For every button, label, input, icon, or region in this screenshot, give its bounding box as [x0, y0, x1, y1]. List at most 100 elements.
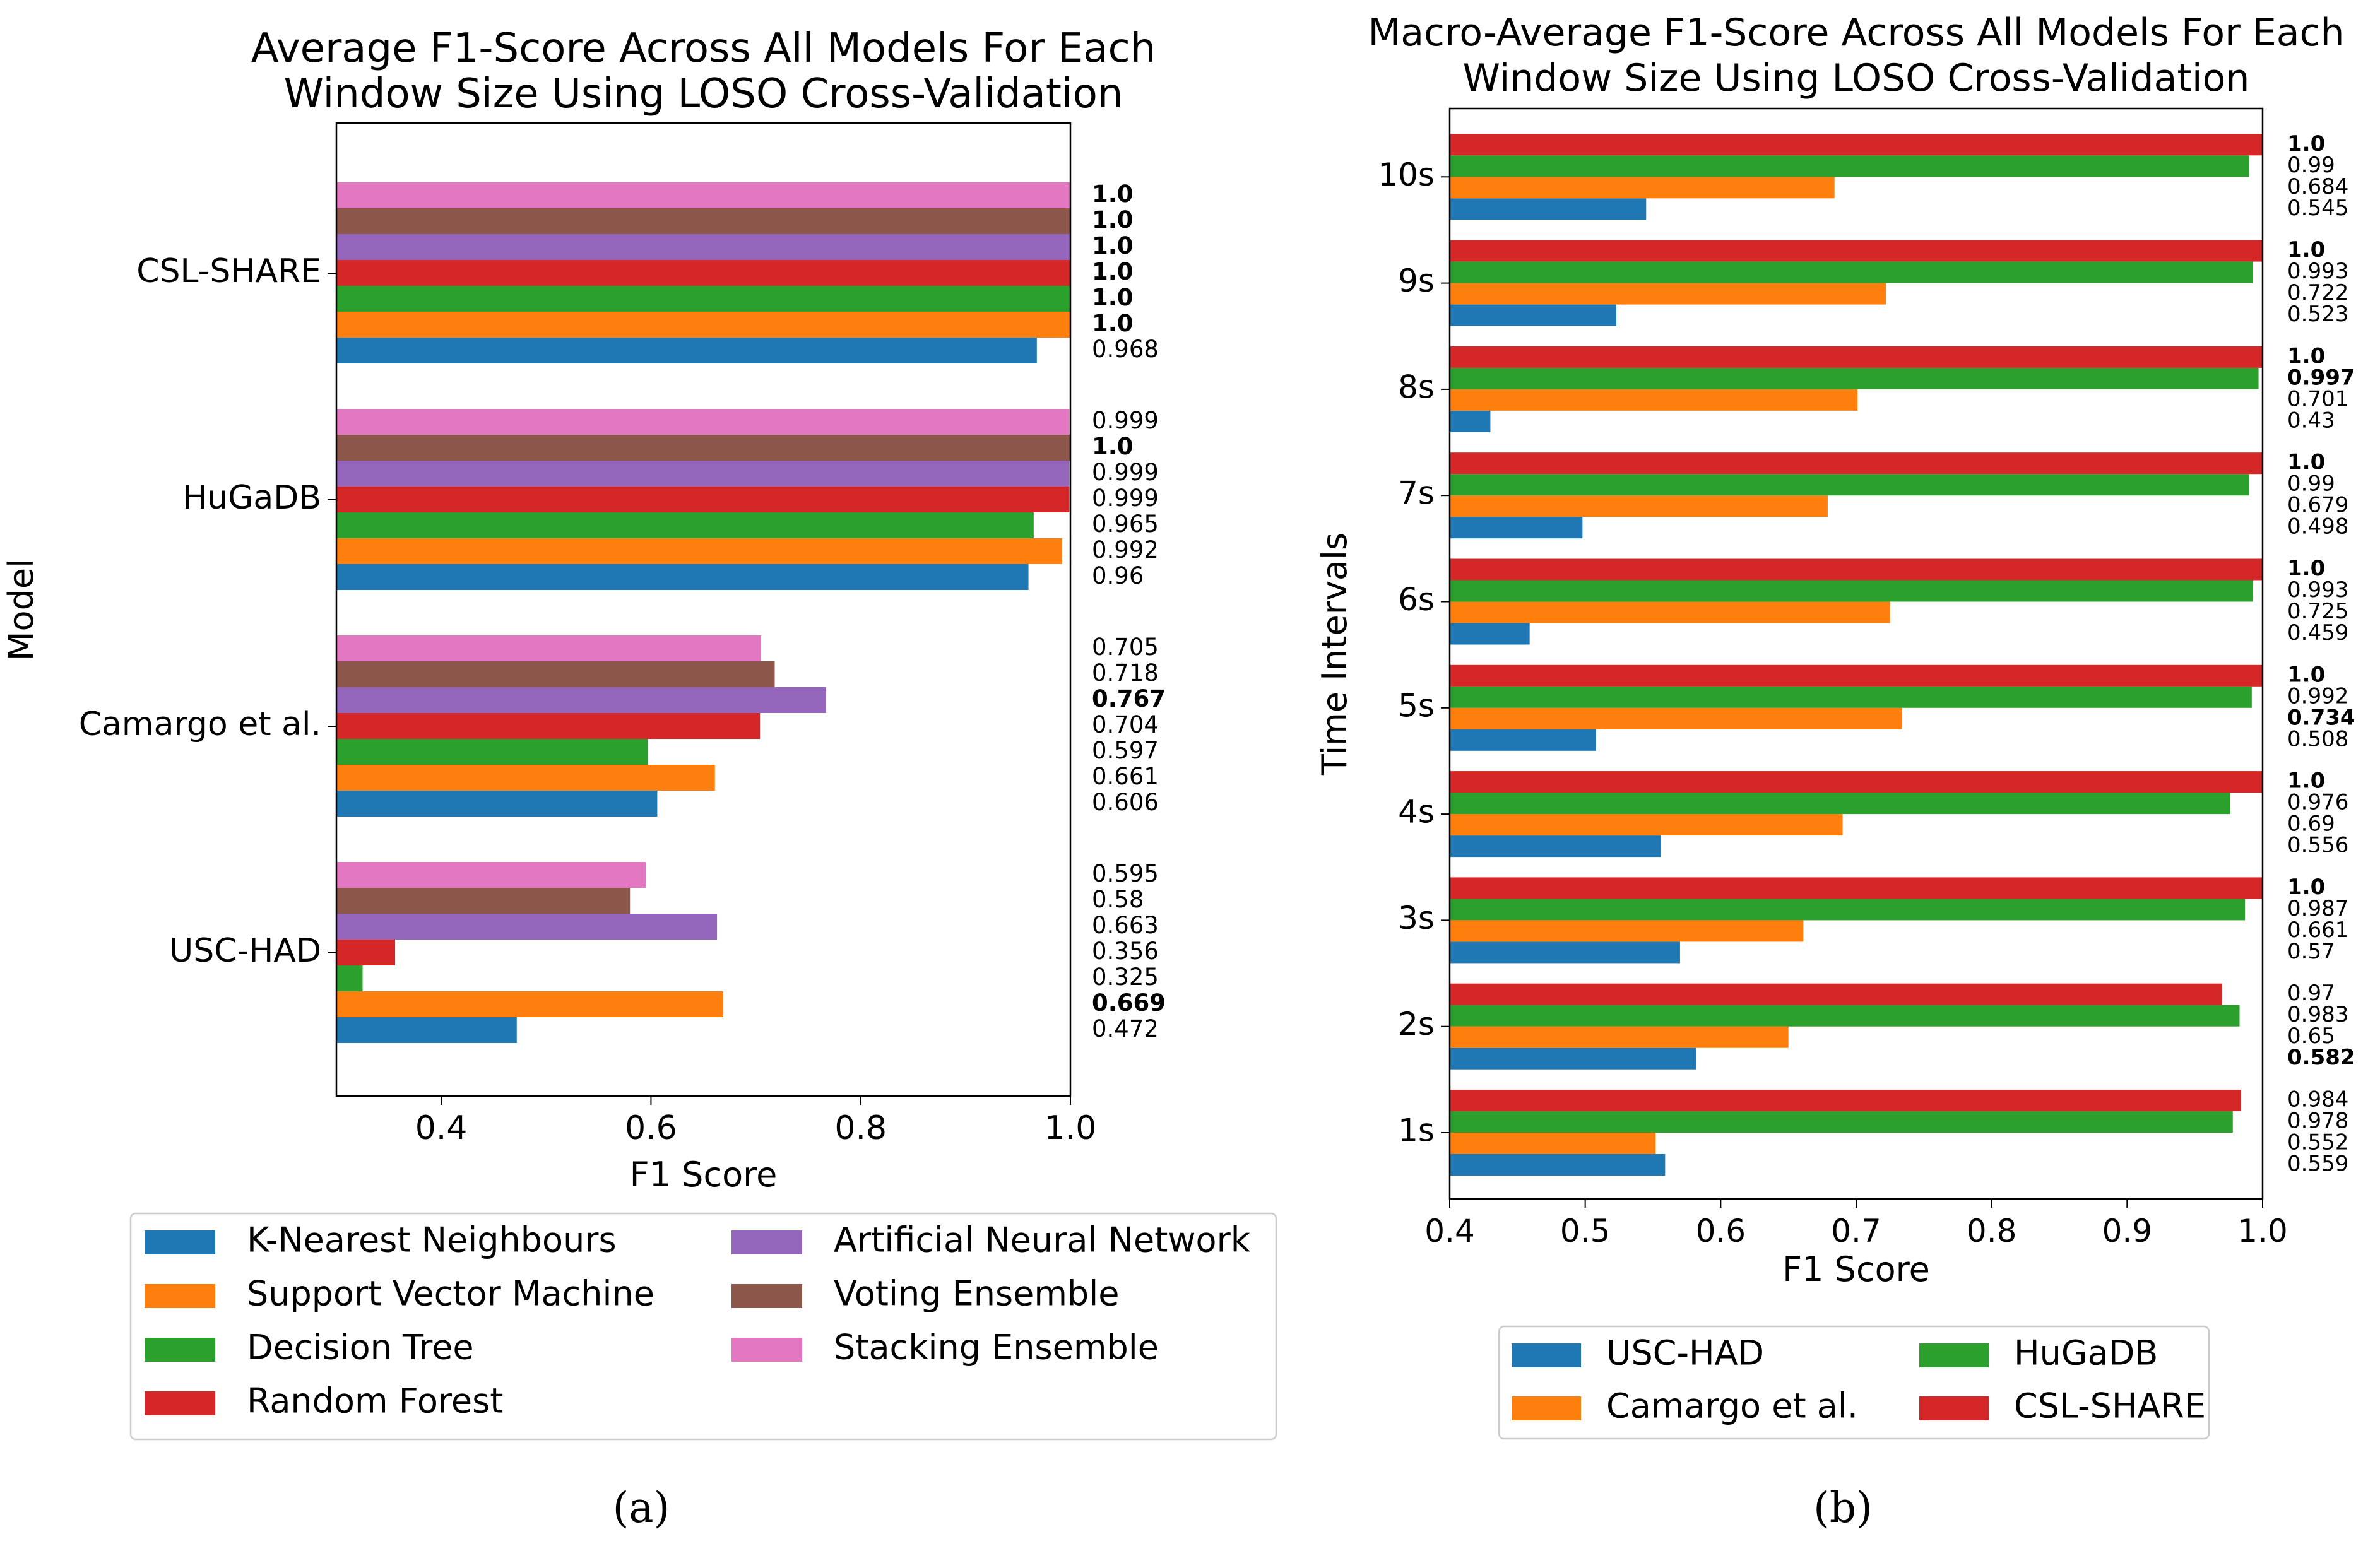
data-label: 1.0	[1092, 206, 1134, 233]
data-label: 0.556	[2287, 833, 2348, 858]
bar-8s-csl-share	[1450, 346, 2263, 368]
data-label: 0.523	[2287, 302, 2348, 327]
data-label: 0.96	[1092, 562, 1144, 589]
data-label: 0.999	[1092, 459, 1159, 486]
data-label: 0.669	[1092, 989, 1166, 1017]
legend-swatch-random-forest	[145, 1391, 215, 1415]
bar-usc-had-random-forest	[336, 940, 396, 965]
bar-usc-had-decision-tree	[336, 965, 363, 991]
bar-10s-csl-share	[1450, 134, 2263, 156]
bar-3s-hugadb	[1450, 899, 2246, 921]
legend-swatch-camargo-et-al	[1512, 1396, 1581, 1420]
bar-csl-share-k-nearest-neighbours	[336, 338, 1037, 363]
data-label: 0.459	[2287, 620, 2348, 646]
chart-title-line: Average F1-Score Across All Models For E…	[251, 25, 1156, 72]
bar-7s-camargo-et-al	[1450, 495, 1828, 517]
bar-csl-share-stacking-ensemble	[336, 182, 1070, 208]
bar-9s-hugadb	[1450, 261, 2253, 283]
data-label: 0.663	[1092, 912, 1159, 939]
legend-swatch-stacking-ensemble	[731, 1338, 802, 1362]
bar-camargo-et-al-artificial-neural-network	[336, 687, 826, 713]
data-label: 1.0	[2287, 131, 2325, 156]
data-label: 0.965	[1092, 510, 1159, 538]
data-label: 0.767	[1092, 685, 1166, 712]
bar-7s-csl-share	[1450, 452, 2263, 475]
bar-csl-share-voting-ensemble	[336, 208, 1070, 234]
data-label: 0.993	[2287, 577, 2348, 603]
bar-4s-hugadb	[1450, 793, 2230, 815]
legend-label: Decision Tree	[247, 1328, 474, 1367]
bar-5s-csl-share	[1450, 664, 2263, 687]
y-tick-label: 1s	[1398, 1112, 1435, 1149]
x-tick-label: 1.0	[1045, 1109, 1097, 1147]
y-tick-label: 8s	[1398, 369, 1435, 405]
bar-csl-share-decision-tree	[336, 286, 1070, 312]
data-label: 0.65	[2287, 1023, 2335, 1049]
legend-label: Voting Ensemble	[834, 1274, 1119, 1314]
legend-label: CSL-SHARE	[2014, 1386, 2206, 1426]
chart-title-line: Macro-Average F1-Score Across All Models…	[1368, 11, 2344, 55]
legend-swatch-artificial-neural-network	[731, 1230, 802, 1254]
bar-usc-had-k-nearest-neighbours	[336, 1017, 517, 1043]
data-label: 0.97	[2287, 981, 2335, 1006]
data-label: 1.0	[2287, 875, 2325, 900]
data-label: 0.984	[2287, 1087, 2348, 1112]
data-label: 0.701	[2287, 386, 2348, 411]
y-tick-label: 2s	[1398, 1006, 1435, 1042]
bar-camargo-et-al-k-nearest-neighbours	[336, 791, 658, 817]
bar-1s-hugadb	[1450, 1111, 2233, 1133]
chart-b: Macro-Average F1-Score Across All Models…	[1315, 11, 2355, 1532]
data-label: 1.0	[2287, 662, 2325, 687]
bar-hugadb-k-nearest-neighbours	[336, 564, 1029, 590]
data-label: 0.987	[2287, 896, 2348, 921]
data-label: 0.582	[2287, 1045, 2355, 1070]
legend-label: Camargo et al.	[1606, 1386, 1858, 1426]
bar-6s-usc-had	[1450, 623, 1530, 645]
y-tick-label: 4s	[1398, 794, 1435, 830]
data-label: 0.661	[1092, 763, 1159, 790]
bar-2s-camargo-et-al	[1450, 1026, 1789, 1048]
data-label: 0.606	[1092, 789, 1159, 816]
data-label: 1.0	[1092, 433, 1134, 460]
y-tick-label: HuGaDB	[182, 479, 321, 517]
data-label: 0.725	[2287, 599, 2348, 624]
data-label: 0.99	[2287, 471, 2335, 497]
y-axis-label: Time Intervals	[1315, 533, 1354, 776]
data-label: 0.508	[2287, 726, 2348, 752]
plot-frame	[335, 122, 1072, 1097]
bar-2s-csl-share	[1450, 983, 2222, 1005]
y-tick-label: 7s	[1398, 475, 1435, 512]
data-label: 1.0	[2287, 556, 2325, 581]
legend-swatch-csl-share	[1919, 1396, 1989, 1420]
bar-hugadb-decision-tree	[336, 512, 1034, 538]
x-tick-label: 0.7	[1831, 1213, 1881, 1249]
data-label: 0.58	[1092, 886, 1144, 913]
y-axis-label: Model	[1, 558, 41, 661]
data-label: 1.0	[2287, 237, 2325, 262]
legend-label: HuGaDB	[2014, 1333, 2158, 1373]
data-label: 0.597	[1092, 737, 1159, 764]
data-label: 0.704	[1092, 711, 1159, 738]
y-tick-label: 10s	[1378, 156, 1435, 193]
data-label: 0.983	[2287, 1002, 2348, 1027]
bar-usc-had-support-vector-machine	[336, 991, 724, 1017]
data-label: 0.661	[2287, 917, 2348, 943]
data-label: 1.0	[1092, 180, 1134, 208]
data-label: 0.999	[1092, 485, 1159, 512]
data-label: 1.0	[1092, 310, 1134, 337]
data-label: 0.552	[2287, 1130, 2348, 1155]
x-tick-label: 0.5	[1560, 1213, 1611, 1249]
legend-swatch-usc-had	[1512, 1343, 1581, 1367]
bar-10s-camargo-et-al	[1450, 177, 1835, 199]
legend-swatch-support-vector-machine	[145, 1284, 215, 1308]
x-tick-label: 0.8	[834, 1109, 887, 1147]
data-label: 0.57	[2287, 939, 2335, 964]
data-label: 0.976	[2287, 790, 2348, 815]
bar-6s-hugadb	[1450, 580, 2253, 602]
data-label: 0.684	[2287, 174, 2348, 199]
data-label: 0.993	[2287, 259, 2348, 284]
bar-5s-camargo-et-al	[1450, 707, 1902, 729]
legend-label: USC-HAD	[1606, 1333, 1764, 1373]
legend-swatch-hugadb	[1919, 1343, 1989, 1367]
